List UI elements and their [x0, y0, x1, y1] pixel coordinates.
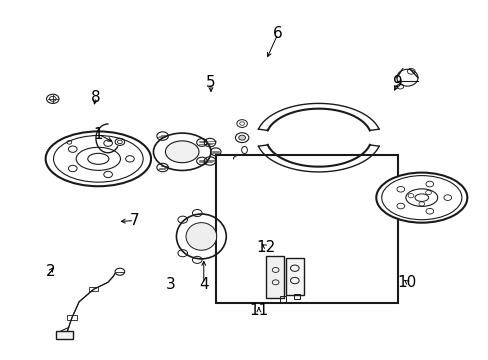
Text: 4: 4: [199, 276, 208, 292]
Text: 12: 12: [256, 239, 275, 255]
Bar: [56, 331, 73, 339]
Bar: [293, 294, 299, 299]
Circle shape: [238, 135, 245, 140]
Text: 10: 10: [397, 275, 416, 290]
Text: 9: 9: [392, 76, 402, 90]
Bar: [89, 287, 98, 292]
Bar: [215, 155, 397, 303]
Text: 11: 11: [249, 303, 268, 318]
Ellipse shape: [376, 172, 467, 223]
Text: 7: 7: [129, 213, 139, 228]
Ellipse shape: [185, 222, 216, 250]
Bar: [285, 258, 304, 294]
Text: 6: 6: [273, 26, 283, 41]
Text: 5: 5: [206, 76, 215, 90]
Ellipse shape: [165, 141, 199, 163]
Bar: [280, 296, 285, 302]
Text: 1: 1: [93, 127, 103, 141]
Text: 2: 2: [45, 264, 55, 279]
Text: 3: 3: [165, 276, 175, 292]
Text: 8: 8: [91, 90, 101, 105]
Bar: [265, 256, 284, 298]
Bar: [67, 315, 77, 320]
